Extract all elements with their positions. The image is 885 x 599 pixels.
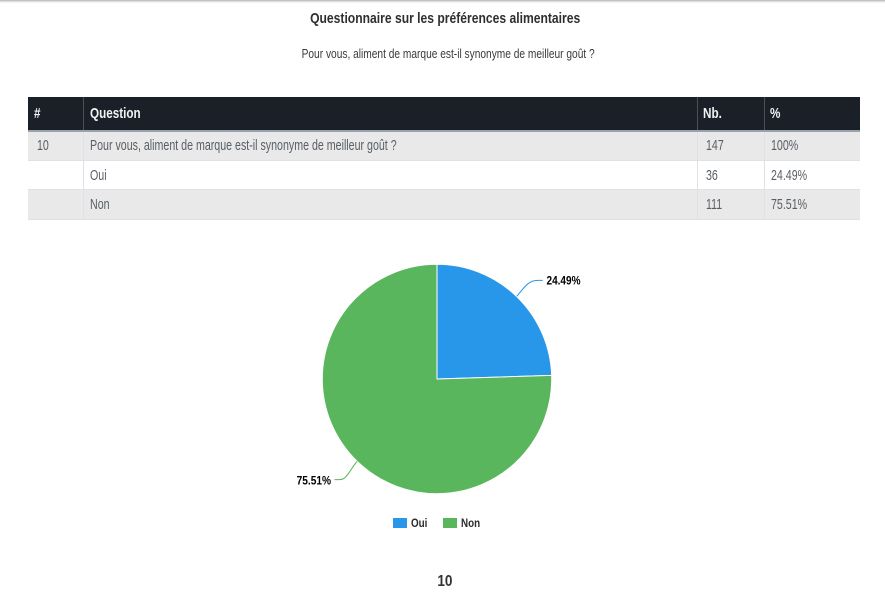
svg-text:24.49%: 24.49% [547,274,581,288]
svg-text:75.51%: 75.51% [297,474,332,488]
